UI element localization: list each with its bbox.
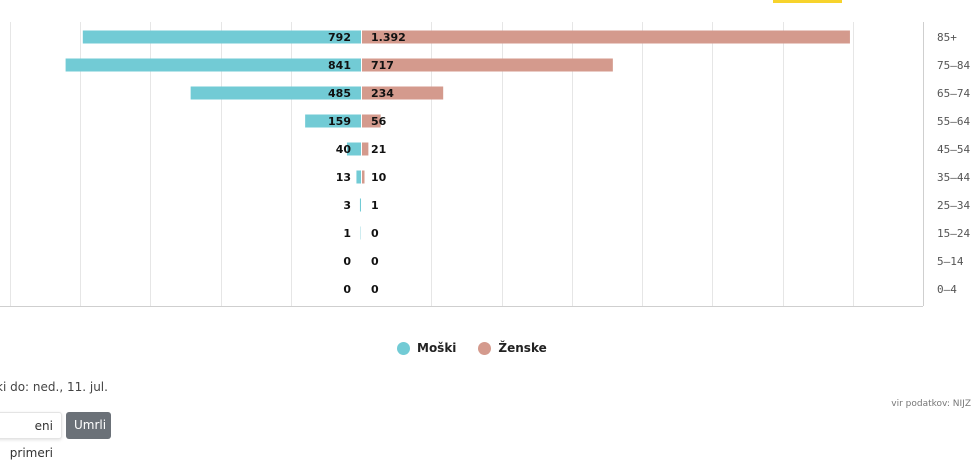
data-label-female: 717 [371,59,394,72]
data-label-male: 3 [343,199,351,212]
age-group-label: 25–34 [937,199,970,212]
data-label-female: 21 [371,143,386,156]
data-label-male: 0 [343,283,351,296]
age-group-label: 15–24 [937,227,970,240]
legend-male-marker [397,342,410,355]
data-label-male: 159 [328,115,351,128]
data-label-male: 1 [343,227,351,240]
data-label-female: 0 [371,227,379,240]
age-group-label: 75–84 [937,59,970,72]
bar-female[interactable] [361,143,368,156]
data-label-female: 0 [371,255,379,268]
tab-umrli[interactable]: Umrli [66,412,111,439]
legend-female-marker [478,342,491,355]
data-label-female: 0 [371,283,379,296]
age-group-label: 45–54 [937,143,970,156]
data-label-female: 10 [371,171,387,184]
bar-female[interactable] [361,31,850,44]
data-label-female: 1.392 [371,31,406,44]
population-pyramid-chart: 792 1.392 85+ 841 717 75–84 485 234 65–74 159 56 55… [0,0,977,310]
data-label-female: 234 [371,87,394,100]
bar-male[interactable] [66,59,361,72]
data-label-male: 841 [328,59,351,72]
data-label-male: 0 [343,255,351,268]
bar-male[interactable] [360,199,361,212]
bar-female[interactable] [361,59,613,72]
data-label-male: 792 [328,31,351,44]
bar-male[interactable] [356,171,361,184]
data-label-female: 56 [371,115,387,128]
legend-male-label: Moški [417,341,456,355]
data-label-male: 485 [328,87,351,100]
data-source-note: vir podatkov: NIJZ [891,399,971,409]
legend-item-female[interactable]: Ženske [478,341,546,355]
age-group-label: 65–74 [937,87,970,100]
age-group-label: 35–44 [937,171,970,184]
legend-item-male[interactable]: Moški [397,341,456,355]
legend-female-label: Ženske [498,341,546,355]
chart-legend: Moški Ženske [397,341,547,355]
age-group-label: 55–64 [937,115,970,128]
data-date-note: ki do: ned., 11. jul. [0,380,108,394]
age-group-label: 85+ [937,31,957,44]
age-group-label: 0–4 [937,283,957,296]
data-label-male: 13 [336,171,351,184]
age-group-label: 5–14 [937,255,964,268]
bar-male[interactable] [83,31,361,44]
data-label-female: 1 [371,199,379,212]
tab-primeri[interactable]: eni primeri [0,412,62,439]
data-label-male: 40 [336,143,352,156]
